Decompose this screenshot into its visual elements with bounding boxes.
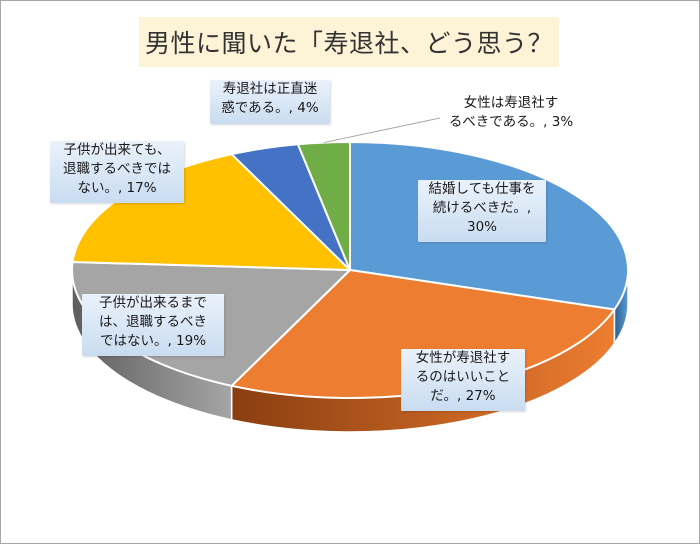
data-label-line: 寿退社は正直迷 <box>222 81 318 97</box>
chart-title: 男性に聞いた「寿退社、どう思う？ <box>144 29 553 58</box>
data-label-line: るべきである。, 3% <box>448 114 574 130</box>
data-label-slice-6: 女性は寿退社す るべきである。, 3% <box>440 94 582 136</box>
data-label-line: 続けるべきだ。, <box>432 200 532 216</box>
data-label-line: は、退職するべき <box>99 314 207 330</box>
chart-title-box: 男性に聞いた「寿退社、どう思う？ <box>139 17 559 67</box>
data-label-line: 子供が出来ても、 <box>63 142 171 158</box>
data-label-line: ではない。, 19% <box>99 333 207 349</box>
data-label-line: るのはいいこと <box>415 369 511 385</box>
data-label-slice-4: 子供が出来ても、 退職するべきでは ない。, 17% <box>50 141 184 203</box>
data-label-slice-2: 女性が寿退社す るのはいいこと だ。, 27% <box>401 349 525 411</box>
data-label-line: 子供が出来るまで <box>99 295 207 311</box>
data-label-slice-1: 結婚しても仕事を 続けるべきだ。, 30% <box>418 180 546 242</box>
data-label-line: 退職するべきでは <box>63 161 171 177</box>
leader-line <box>323 117 447 144</box>
data-label-line: ない。, 17% <box>77 180 157 196</box>
data-label-line: だ。, 27% <box>430 388 496 404</box>
pie-slice-6 <box>296 141 351 271</box>
data-label-line: 惑である。, 4% <box>221 100 319 116</box>
data-label-line: 女性が寿退社す <box>415 350 511 366</box>
data-label-slice-5: 寿退社は正直迷 惑である。, 4% <box>210 80 330 124</box>
data-label-line: 30% <box>466 219 497 235</box>
data-label-line: 女性は寿退社す <box>463 95 559 111</box>
data-label-line: 結婚しても仕事を <box>428 181 536 197</box>
data-label-slice-3: 子供が出来るまで は、退職するべき ではない。, 19% <box>82 294 224 356</box>
